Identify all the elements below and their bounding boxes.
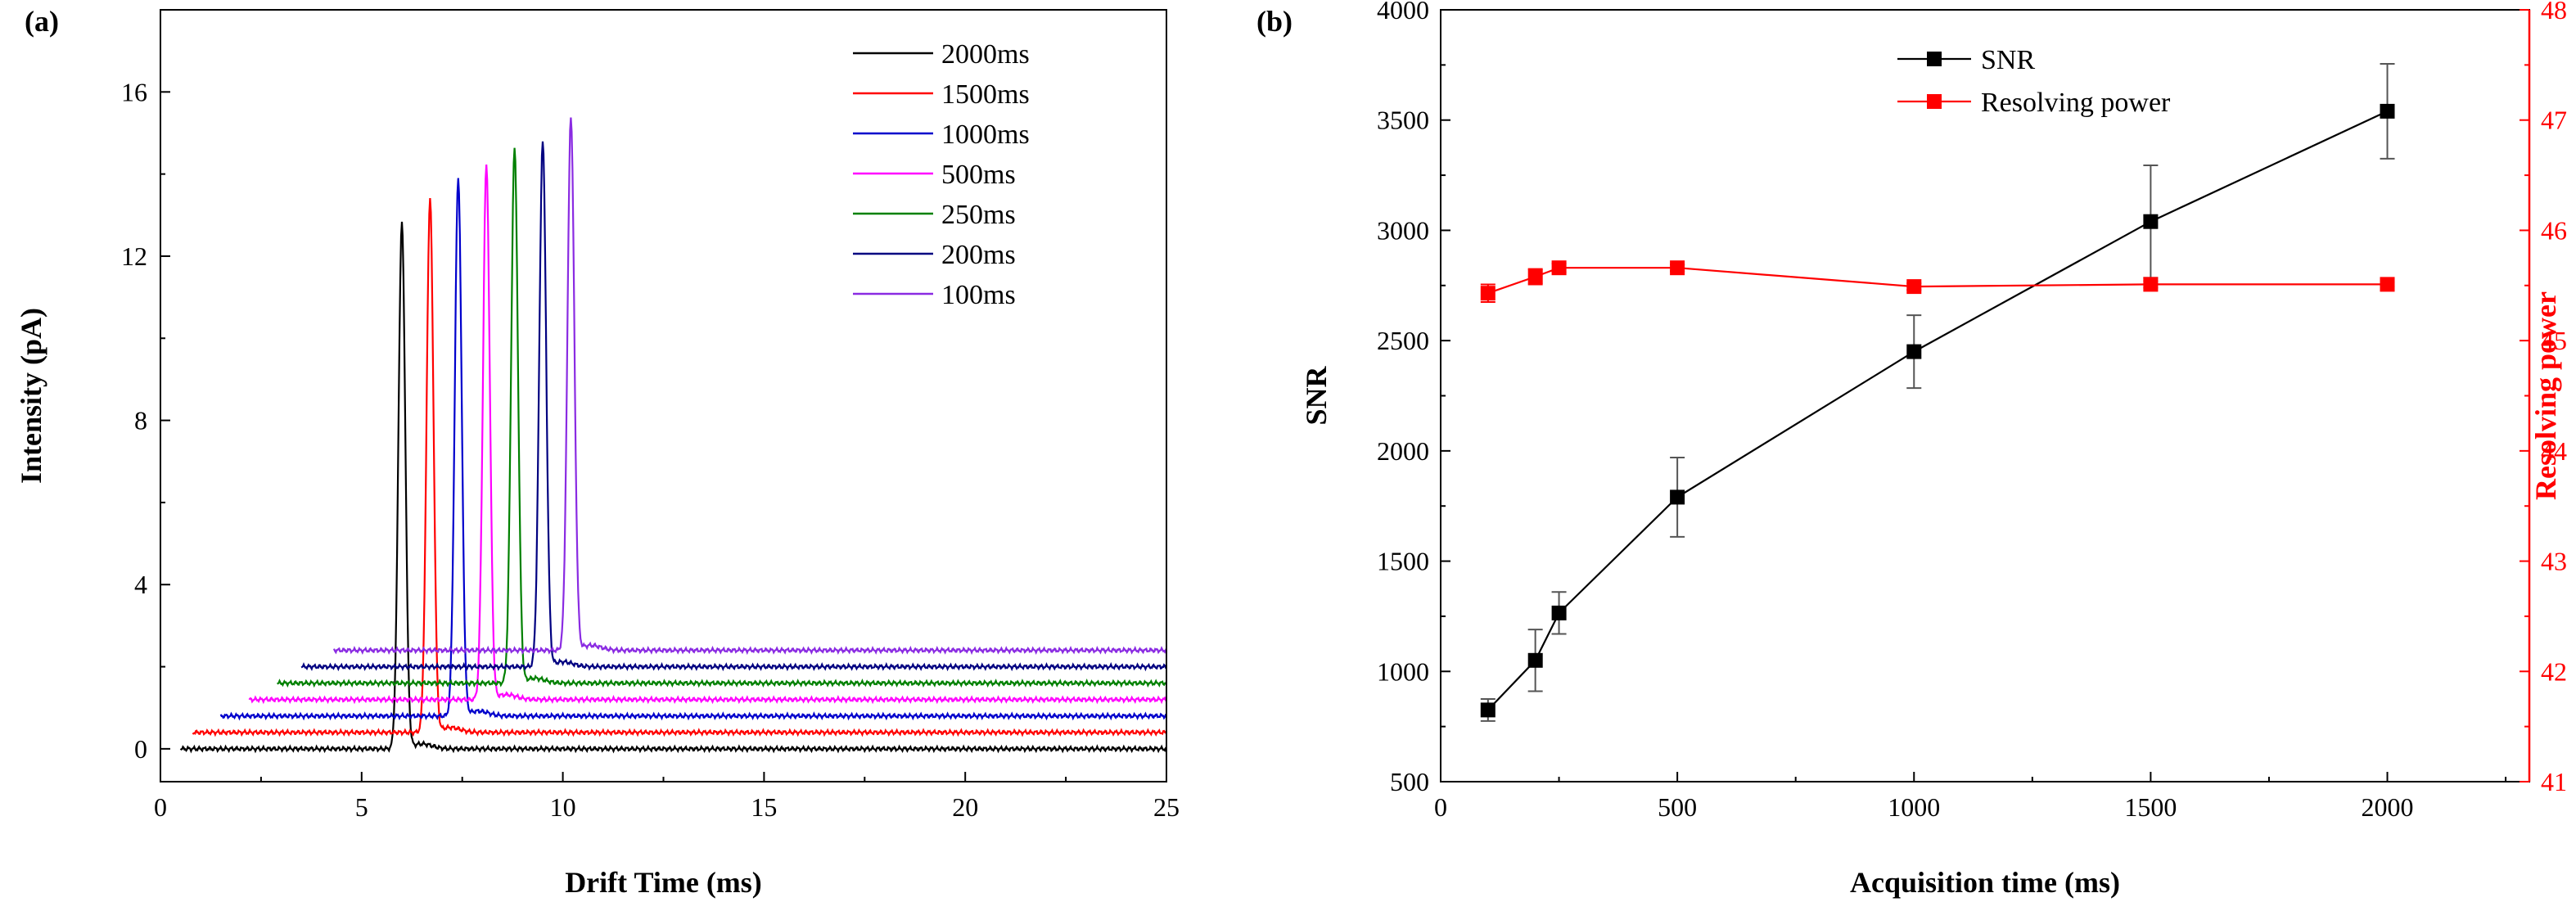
panel-a-label: (a) xyxy=(25,5,59,38)
panel-b-point-SNR xyxy=(1670,489,1685,505)
panel-a-trace-100ms xyxy=(332,117,1168,656)
panel-b-point-Resolving power xyxy=(1906,279,1922,295)
panel-b-point-SNR xyxy=(2380,103,2395,119)
panel-b-x-axis-title: Acquisition time (ms) xyxy=(1850,866,2120,899)
panel-a-y-tick-label: 0 xyxy=(134,734,147,764)
panel-a-y-axis-title: Intensity (pA) xyxy=(15,308,47,484)
panel-a-x-tick-label: 15 xyxy=(751,792,777,822)
panel-b-point-Resolving power xyxy=(1670,260,1685,276)
panel-a-y-tick-label: 16 xyxy=(121,77,147,106)
panel-b-point-Resolving power xyxy=(2143,277,2159,292)
panel-a-legend-label: 1500ms xyxy=(941,79,1030,110)
panel-a-y-tick-label: 12 xyxy=(121,241,147,271)
panel-a-legend-label: 200ms xyxy=(941,240,1016,270)
panel-b-legend-label: SNR xyxy=(1981,45,2035,75)
panel-b-point-Resolving power xyxy=(1480,286,1496,301)
panel-b-y-tick-label: 1500 xyxy=(1377,547,1429,576)
panel-b-point-Resolving power xyxy=(1527,269,1543,284)
panel-b-point-SNR xyxy=(1906,344,1922,359)
panel-a-trace-500ms xyxy=(248,164,1167,705)
panel-b-point-Resolving power xyxy=(1551,260,1567,276)
panel-b-y-tick-label: 1000 xyxy=(1377,656,1429,686)
panel-a-trace-200ms xyxy=(300,141,1167,672)
panel-b-y2-tick-label: 41 xyxy=(2541,767,2567,796)
panel-b-label: (b) xyxy=(1256,5,1293,38)
panel-b-y-tick-label: 2500 xyxy=(1377,326,1429,355)
panel-b-legend-label: Resolving power xyxy=(1981,88,2171,118)
panel-a-trace-250ms xyxy=(276,147,1168,688)
panel-b-y2-tick-label: 48 xyxy=(2541,0,2567,25)
panel-a-legend: 2000ms 1500ms 1000ms 500ms 250ms 200ms 100ms xyxy=(853,39,1030,310)
panel-b-y-tick-label: 4000 xyxy=(1377,0,1429,25)
panel-b-y-tick-label: 3500 xyxy=(1377,106,1429,135)
panel-b-y-tick-label: 2000 xyxy=(1377,436,1429,466)
panel-b-point-SNR xyxy=(2143,214,2159,229)
panel-b-legend: SNR Resolving power xyxy=(1897,45,2171,118)
panel-a-x-tick-label: 10 xyxy=(550,792,576,822)
panel-b-point-SNR xyxy=(1480,702,1496,718)
panel-b-legend-marker xyxy=(1927,94,1942,109)
panel-a-x-tick-label: 20 xyxy=(952,792,978,822)
panel-a-x-axis-title: Drift Time (ms) xyxy=(565,866,762,899)
panel-b-y-tick-label: 500 xyxy=(1390,767,1429,796)
panel-b-left-y-axis-title: SNR xyxy=(1300,365,1333,425)
panel-a-axes-ticks: 0 5 10 15 20 25 0 4 8 12 16 xyxy=(121,77,1180,822)
panel-a-x-tick-label: 5 xyxy=(355,792,368,822)
panel-a-trace-2000ms xyxy=(179,221,1167,754)
panel-b-axes-ticks: 0 500 1000 1500 2000500100015002000250030003… xyxy=(1377,0,2567,822)
panel-b-x-tick-label: 0 xyxy=(1434,792,1447,822)
panel-a: (a) 0 5 10 15 20 25 0 4 8 12 16 Drift Time (ms) In… xyxy=(15,5,1180,899)
panel-b-x-tick-label: 2000 xyxy=(2362,792,2414,822)
panel-a-legend-label: 500ms xyxy=(941,160,1016,190)
panel-b-y2-tick-label: 45 xyxy=(2541,326,2567,355)
panel-b-y2-tick-label: 42 xyxy=(2541,656,2567,686)
panel-b-x-tick-label: 1500 xyxy=(2124,792,2177,822)
panel-b-point-SNR xyxy=(1551,605,1567,620)
panel-b-legend-marker xyxy=(1927,52,1942,66)
panel-a-legend-label: 1000ms xyxy=(941,120,1030,150)
panel-a-x-tick-label: 25 xyxy=(1153,792,1180,822)
panel-a-x-tick-label: 0 xyxy=(154,792,167,822)
panel-a-y-tick-label: 8 xyxy=(134,406,147,435)
panel-b-y2-tick-label: 46 xyxy=(2541,215,2567,245)
panel-b-y-tick-label: 3000 xyxy=(1377,215,1429,245)
panel-a-series-group xyxy=(179,117,1168,754)
panel-a-trace-1000ms xyxy=(219,178,1167,721)
panel-b-point-SNR xyxy=(1527,652,1543,668)
panel-b-y2-tick-label: 43 xyxy=(2541,547,2567,576)
panel-b-x-tick-label: 500 xyxy=(1658,792,1697,822)
panel-a-trace-1500ms xyxy=(192,198,1168,737)
panel-b-series-group xyxy=(1480,63,2395,722)
panel-a-legend-label: 250ms xyxy=(941,200,1016,230)
panel-a-legend-label: 100ms xyxy=(941,280,1016,310)
panel-b-right-y-axis-title: Resolving power xyxy=(2529,291,2562,500)
panel-b-y2-tick-label: 44 xyxy=(2541,436,2567,466)
panel-b-point-Resolving power xyxy=(2380,277,2395,292)
panel-b: (b) 0 500 1000 1500 200050010001500200025003… xyxy=(1256,0,2567,899)
panel-b-x-tick-label: 1000 xyxy=(1888,792,1940,822)
panel-a-legend-label: 2000ms xyxy=(941,39,1030,70)
panel-a-y-tick-label: 4 xyxy=(134,570,147,599)
panel-b-y2-tick-label: 47 xyxy=(2541,106,2567,135)
